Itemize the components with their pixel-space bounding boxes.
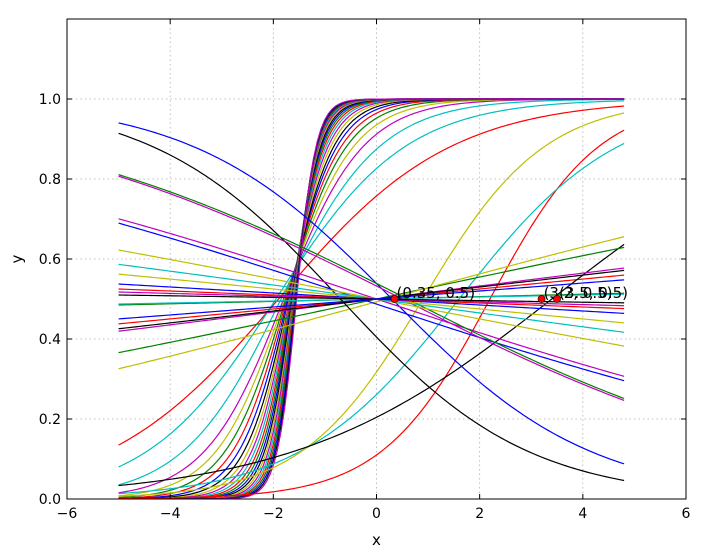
data-point-label-3: (3.5, 0.5) [559,284,628,302]
series-line-49 [118,279,625,320]
series-line-28 [118,112,625,497]
x-tick-label: −6 [57,506,78,522]
y-tick-label: 0.4 [39,332,61,348]
axis-ticks: −6 −4 −2 0 2 4 6 0.0 0.2 0.4 0.6 0.8 1.0 [39,19,691,522]
y-tick-label: 0.8 [39,172,61,188]
y-tick-label: 0.6 [39,252,61,268]
data-point-label-2: (3.2, 0.5) [544,284,613,302]
x-tick-label: −4 [160,506,181,522]
y-tick-label: 0.2 [39,412,61,428]
x-axis-title: x [372,531,381,549]
data-point-2 [537,295,546,303]
series-line-3 [118,98,625,486]
annotated-points: (0.35, 0.5) (3.2, 0.5)(3.5, 0.5) [390,284,628,303]
series-line-40 [118,175,625,402]
series-line-39 [118,218,625,377]
y-tick-label: 1.0 [39,92,61,108]
series-line-2 [118,100,625,468]
series-line-27 [118,142,625,495]
x-tick-label: −2 [263,506,284,522]
series-line-26 [118,129,625,499]
data-point-1 [390,295,399,303]
series-line-41 [118,174,625,400]
x-tick-label: 0 [372,506,381,522]
y-tick-label: 0.0 [39,492,61,508]
x-tick-label: 6 [682,506,691,522]
y-axis-title: y [8,254,26,263]
series-line-32 [118,236,625,370]
series-line-37 [118,132,625,482]
x-tick-label: 4 [578,506,587,522]
series-line-36 [118,122,625,465]
series-line-38 [118,222,625,382]
x-tick-label: 2 [475,506,484,522]
data-point-3 [553,295,561,303]
data-point-label-1: (0.35, 0.5) [397,284,476,302]
series-line-1 [118,105,625,446]
